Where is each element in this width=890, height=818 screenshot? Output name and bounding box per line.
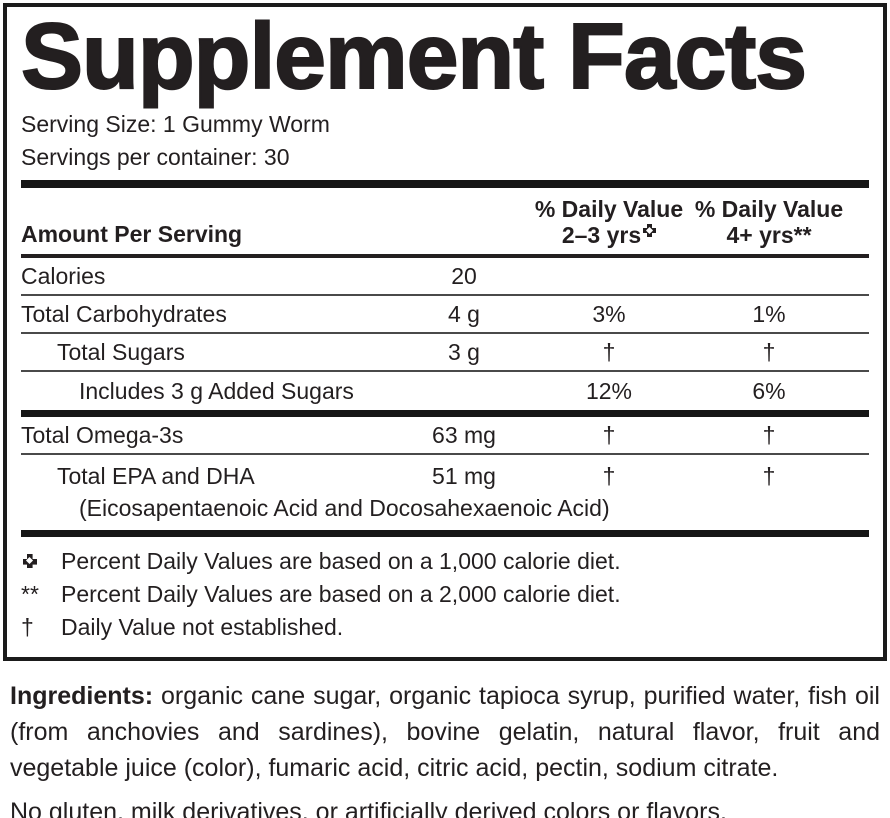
table-row-epa-dha-group: Total EPA and DHA 51 mg † † (Eicosapenta… xyxy=(21,455,869,530)
header-amount-per-serving: Amount Per Serving xyxy=(21,221,243,248)
nutrient-dv-4plus: † xyxy=(762,462,776,489)
panel-title: Supplement Facts xyxy=(20,4,808,108)
nutrient-amount: 4 g xyxy=(448,300,480,327)
footnote-dv-not-established: † Daily Value not established. xyxy=(21,611,869,644)
servings-per-container: Servings per container: 30 xyxy=(21,144,290,171)
nutrient-name: Total Carbohydrates xyxy=(21,300,227,327)
nutrient-dv-2-3yrs: 3% xyxy=(592,300,626,327)
footnote-2000-calorie: ** Percent Daily Values are based on a 2… xyxy=(21,578,869,611)
table-header-row: Amount Per Serving % Daily Value 2–3 yrs… xyxy=(21,192,869,259)
header-daily-value-2-3yrs: % Daily Value 2–3 yrs xyxy=(534,195,684,248)
nutrient-name: Total Omega-3s xyxy=(21,421,184,448)
footnote-1000-calorie: Percent Daily Values are based on a 1,00… xyxy=(21,545,869,578)
nutrient-dv-4plus: 6% xyxy=(752,377,786,404)
nutrient-name: Includes 3 g Added Sugars xyxy=(79,377,354,404)
footnotes: Percent Daily Values are based on a 1,00… xyxy=(21,537,869,647)
nutrient-dv-4plus: † xyxy=(762,338,776,365)
header-daily-value-4plus: % Daily Value 4+ yrs** xyxy=(694,195,844,248)
allergen-note: No gluten, milk derivatives, or artifici… xyxy=(10,798,727,818)
serving-info: Serving Size: 1 Gummy Worm Servings per … xyxy=(21,108,869,175)
ingredients-label: Ingredients: xyxy=(10,682,154,711)
serving-size: Serving Size: 1 Gummy Worm xyxy=(21,110,330,137)
ingredients-paragraph: Ingredients: organic cane sugar, organic… xyxy=(10,678,880,786)
divider-thick-mid xyxy=(21,410,869,418)
ingredients-section: Ingredients: organic cane sugar, organic… xyxy=(0,664,890,818)
ingredients-list: organic cane sugar, organic tapioca syru… xyxy=(10,682,880,783)
nutrient-name: Total Sugars xyxy=(57,338,185,365)
nutrient-amount: 63 mg xyxy=(432,421,496,448)
nutrient-dv-4plus: 1% xyxy=(752,300,786,327)
epa-dha-full-names: (Eicosapentaenoic Acid and Docosahexaeno… xyxy=(79,495,610,522)
table-row-total-carbohydrates: Total Carbohydrates 4 g 3% 1% xyxy=(21,296,869,335)
nutrient-dv-2-3yrs: † xyxy=(602,338,616,365)
nutrient-amount: 3 g xyxy=(448,338,480,365)
nutrient-dv-4plus: † xyxy=(762,421,776,448)
nutrient-dv-2-3yrs: 12% xyxy=(585,377,633,404)
cross-icon xyxy=(23,554,37,569)
table-row-total-sugars: Total Sugars 3 g † † xyxy=(21,334,869,373)
table-row-epa-dha: Total EPA and DHA 51 mg † † xyxy=(21,455,869,493)
table-row-total-omega3s: Total Omega-3s 63 mg † † xyxy=(21,417,869,456)
nutrient-name: Calories xyxy=(21,262,106,289)
cross-footnote-icon xyxy=(643,223,657,237)
nutrient-dv-2-3yrs: † xyxy=(602,462,616,489)
double-asterisk-symbol: ** xyxy=(21,581,39,608)
supplement-facts-panel: Supplement Facts Serving Size: 1 Gummy W… xyxy=(3,3,887,662)
nutrient-name: Total EPA and DHA xyxy=(57,462,255,489)
nutrient-dv-2-3yrs: † xyxy=(602,421,616,448)
cross-footnote-icon xyxy=(21,545,61,578)
nutrient-amount: 20 xyxy=(451,262,477,289)
table-row-added-sugars: Includes 3 g Added Sugars 12% 6% xyxy=(21,372,869,410)
divider-thick-bottom xyxy=(21,530,869,538)
divider-thick-top xyxy=(21,179,869,188)
dagger-symbol: † xyxy=(21,613,34,640)
table-row-calories: Calories 20 xyxy=(21,258,869,297)
nutrient-amount: 51 mg xyxy=(432,462,496,489)
